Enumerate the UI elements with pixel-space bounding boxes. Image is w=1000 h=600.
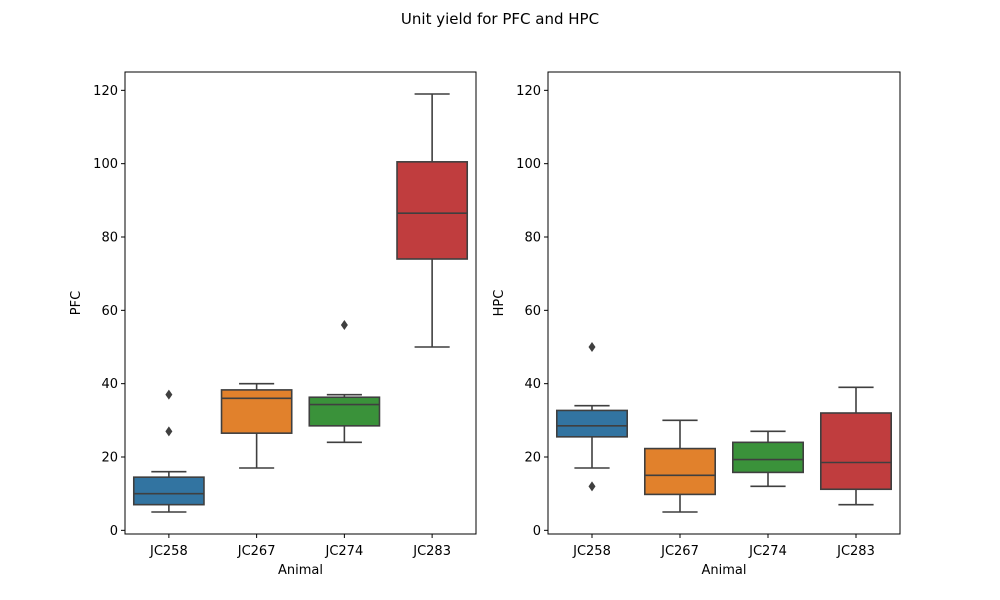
pfc-y-tick-label: 100 (93, 157, 118, 172)
pfc-axes-frame (124, 71, 477, 535)
hpc-x-tick-label: JC267 (660, 544, 699, 559)
pfc-panel: 0 20 40 60 80 100 120 JC258 JC267 JC274 JC283 Ani… (69, 71, 477, 578)
hpc-x-axis-ticks: JC258 JC267 JC274 JC283 (572, 534, 875, 559)
chart-title: Unit yield for PFC and HPC (401, 10, 599, 28)
hpc-panel: 0 20 40 60 80 100 120 JC258 JC267 JC274 JC283 Ani… (492, 71, 901, 578)
pfc-box-series (132, 93, 469, 513)
hpc-x-axis-label: Animal (702, 563, 747, 578)
hpc-x-tick-label: JC283 (836, 544, 875, 559)
hpc-x-tick-label: JC274 (748, 544, 787, 559)
pfc-x-tick-label: JC258 (149, 544, 188, 559)
hpc-y-tick-label: 80 (524, 231, 541, 246)
pfc-jc274-outlier (340, 320, 348, 330)
pfc-y-tick-label: 60 (101, 304, 118, 319)
pfc-x-tick-label: JC267 (237, 544, 276, 559)
pfc-x-tick-label: JC274 (325, 544, 364, 559)
pfc-x-axis-ticks: JC258 JC267 JC274 JC283 (149, 534, 451, 559)
pfc-jc267-box (220, 389, 293, 434)
hpc-jc258-outlier (588, 342, 596, 352)
hpc-y-tick-label: 40 (524, 377, 541, 392)
pfc-y-axis-label: PFC (69, 291, 84, 315)
hpc-y-tick-label: 120 (516, 84, 541, 99)
hpc-y-axis-label: HPC (492, 290, 507, 317)
hpc-jc283-box (819, 412, 892, 491)
pfc-x-tick-label: JC283 (412, 544, 451, 559)
pfc-y-tick-label: 80 (101, 231, 118, 246)
hpc-y-axis-ticks: 0 20 40 60 80 100 120 (516, 84, 548, 539)
pfc-y-tick-label: 40 (101, 377, 118, 392)
pfc-jc258-outlier (165, 426, 173, 437)
pfc-y-tick-label: 20 (101, 451, 118, 466)
hpc-jc267-box (643, 447, 716, 496)
hpc-y-tick-label: 20 (524, 451, 541, 466)
hpc-y-tick-label: 100 (516, 157, 541, 172)
hpc-axes-frame (547, 71, 901, 535)
hpc-jc258-outlier (588, 481, 596, 492)
hpc-x-tick-label: JC258 (572, 544, 611, 559)
pfc-y-tick-label: 0 (110, 524, 118, 539)
pfc-jc274-box (308, 396, 381, 427)
pfc-y-axis-ticks: 0 20 40 60 80 100 120 (93, 84, 125, 539)
hpc-jc258-box (555, 409, 628, 438)
hpc-y-tick-label: 0 (533, 524, 541, 539)
pfc-x-axis-label: Animal (278, 563, 323, 578)
hpc-box-series (555, 342, 892, 513)
hpc-y-tick-label: 60 (524, 304, 541, 319)
pfc-y-tick-label: 120 (93, 84, 118, 99)
pfc-jc258-box (132, 476, 205, 506)
pfc-jc283-box (396, 161, 469, 260)
pfc-jc258-outlier (165, 389, 173, 400)
hpc-jc274-box (731, 441, 804, 474)
